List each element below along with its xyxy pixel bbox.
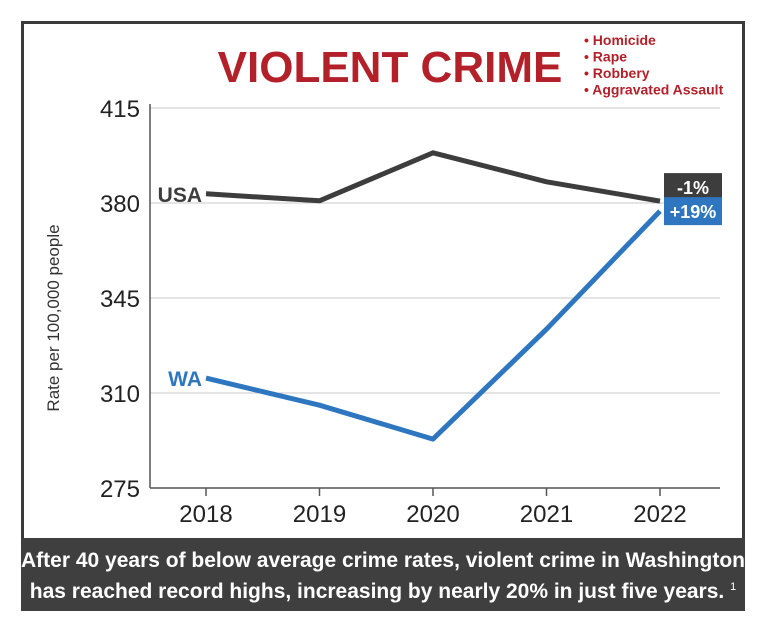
y-tick-label: 275 bbox=[100, 476, 140, 503]
x-axis-ticks: 2018 2019 2020 2021 2022 bbox=[179, 488, 687, 528]
series-line-usa bbox=[205, 150, 661, 204]
change-badge-label: -1% bbox=[677, 178, 709, 198]
y-axis-label: Rate per 100,000 people bbox=[44, 224, 63, 411]
y-axis-ticks: 415 380 345 310 275 bbox=[100, 96, 140, 503]
change-badge-label: +19% bbox=[670, 202, 717, 222]
chart-frame bbox=[21, 21, 745, 611]
series-line-wa bbox=[205, 209, 662, 442]
gridlines bbox=[149, 104, 720, 489]
caption-line-2: has reached record highs, increasing by … bbox=[21, 574, 745, 605]
legend-item: • Aggravated Assault bbox=[584, 82, 724, 98]
x-tick-label: 2021 bbox=[520, 501, 573, 528]
legend: • Homicide• Rape• Robbery• Aggravated As… bbox=[584, 32, 724, 98]
caption-banner: After 40 years of below average crime ra… bbox=[21, 538, 745, 611]
x-tick-label: 2022 bbox=[633, 501, 686, 528]
series-lines: USA -1% WA +19% bbox=[158, 150, 722, 442]
change-badge bbox=[664, 173, 722, 202]
y-tick-label: 310 bbox=[100, 381, 140, 408]
caption-line-2-text: has reached record highs, increasing by … bbox=[29, 580, 725, 603]
footnote-marker: 1 bbox=[730, 581, 737, 593]
y-tick-label: 415 bbox=[100, 96, 140, 123]
y-tick-label: 345 bbox=[100, 286, 140, 313]
y-tick-label: 380 bbox=[100, 191, 140, 218]
series-label-usa: USA bbox=[158, 184, 202, 207]
caption-line-1: After 40 years of below average crime ra… bbox=[21, 549, 745, 572]
legend-item: • Rape bbox=[584, 49, 627, 65]
chart-title: VIOLENT CRIME bbox=[218, 43, 563, 92]
x-tick-label: 2018 bbox=[179, 501, 232, 528]
legend-item: • Homicide bbox=[584, 32, 656, 48]
x-tick-label: 2020 bbox=[406, 501, 459, 528]
x-tick-label: 2019 bbox=[293, 501, 346, 528]
change-badge bbox=[664, 197, 722, 226]
legend-item: • Robbery bbox=[584, 65, 650, 81]
series-label-wa: WA bbox=[168, 368, 202, 391]
